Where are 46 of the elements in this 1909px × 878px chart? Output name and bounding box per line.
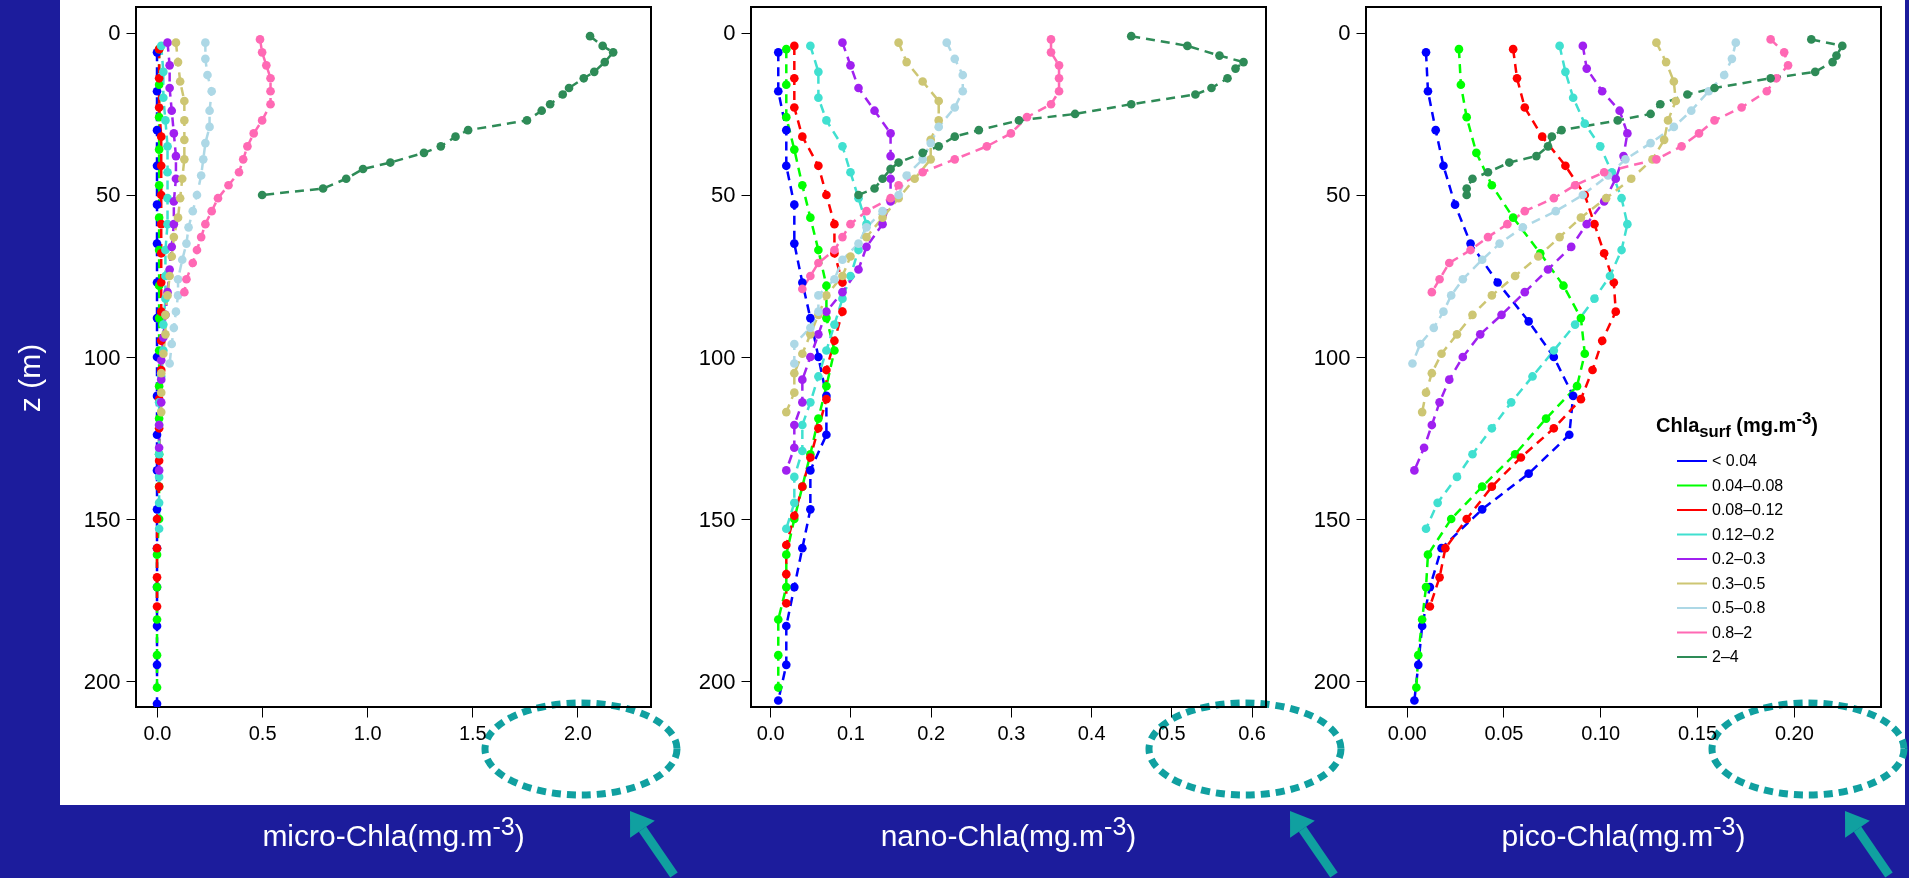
x-tick-label: 0.00 — [1387, 721, 1427, 744]
x-tick-label: 0.10 — [1581, 721, 1621, 744]
x-axis-title: micro-Chla(mg.m$^{-3}$) — [262, 812, 525, 853]
legend-label: 0.2–0.3 — [1712, 550, 1766, 567]
y-tick-label: 150 — [83, 506, 121, 532]
x-tick-label: 0.0 — [756, 721, 785, 744]
y-tick-label: 150 — [1313, 506, 1351, 532]
x-tick-label: 0.5 — [248, 721, 277, 744]
y-tick-label: 50 — [711, 182, 736, 208]
legend-label: 0.04–0.08 — [1712, 476, 1784, 494]
legend-label: 0.3–0.5 — [1712, 574, 1766, 592]
legend-title: Chla$_{surf}$ (mg.m$^{-3}$) — [1656, 409, 1818, 442]
y-tick-label: 100 — [83, 344, 121, 370]
y-tick-label: 100 — [1313, 344, 1351, 370]
x-tick-label: 1.0 — [353, 721, 382, 744]
x-tick-label: 0.15 — [1678, 721, 1718, 744]
x-tick-label: 0.6 — [1238, 721, 1266, 744]
legend-label: 0.08–0.12 — [1712, 501, 1784, 518]
x-tick-label: 0.3 — [997, 721, 1026, 744]
x-axis-title: nano-Chla(mg.m$^{-3}$) — [880, 812, 1137, 853]
x-axis-title: pico-Chla(mg.m$^{-3}$) — [1501, 812, 1746, 853]
x-tick-label: 0.2 — [917, 721, 946, 744]
y-axis-title: z (m) — [13, 343, 47, 413]
legend-label: 0.5–0.8 — [1712, 599, 1766, 616]
x-tick-label: 1.5 — [458, 721, 487, 744]
legend-label: 2–4 — [1712, 648, 1739, 665]
y-tick-label: 200 — [1313, 668, 1351, 694]
x-tick-label: 0.1 — [837, 721, 865, 744]
y-tick-label: 0 — [723, 20, 736, 46]
x-tick-label: 2.0 — [564, 721, 592, 744]
y-tick-label: 50 — [96, 182, 121, 208]
y-tick-label: 200 — [83, 668, 121, 694]
x-tick-label: 0.0 — [143, 721, 172, 744]
y-tick-label: 150 — [698, 506, 736, 532]
x-tick-label: 0.5 — [1157, 721, 1186, 744]
y-tick-label: 0 — [108, 20, 121, 46]
x-tick-label: 0.05 — [1484, 721, 1524, 744]
x-tick-label: 0.20 — [1774, 721, 1814, 744]
legend-label: < 0.04 — [1712, 452, 1758, 469]
y-tick-label: 200 — [698, 668, 736, 694]
y-tick-label: 50 — [1326, 182, 1351, 208]
y-tick-label: 0 — [1338, 20, 1351, 46]
legend-label: 0.8–2 — [1712, 623, 1753, 641]
legend-label: 0.12–0.2 — [1712, 525, 1775, 543]
y-tick-label: 100 — [698, 344, 736, 370]
x-tick-label: 0.4 — [1077, 721, 1106, 744]
